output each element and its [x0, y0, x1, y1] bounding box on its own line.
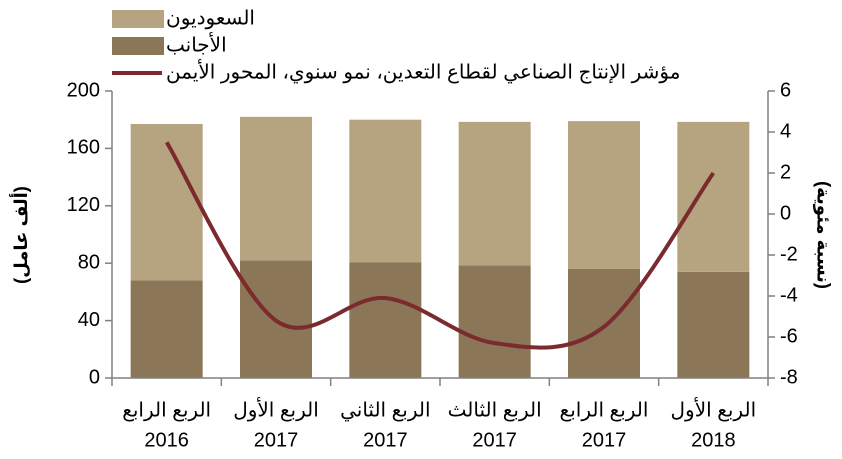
y2-tick-label: -2: [780, 243, 798, 265]
bar-segment: [568, 121, 640, 269]
y-tick-label: 80: [78, 251, 100, 273]
x-tick-label: الربع الرابع: [122, 399, 211, 421]
bar-segment: [130, 124, 203, 281]
x-tick-label: 2018: [691, 429, 736, 451]
y2-axis-label: (نسبة مئوية): [812, 181, 833, 289]
y2-tick-label: 6: [780, 79, 791, 101]
y2-tick-label: 4: [780, 120, 791, 142]
x-tick-label: 2017: [472, 429, 517, 451]
bar-segment: [677, 121, 750, 272]
y-tick-label: 120: [67, 194, 100, 216]
legend-label: الأجانب: [166, 32, 227, 56]
bar-segment: [130, 280, 203, 378]
legend-label: السعوديون: [166, 7, 255, 29]
bar-segment: [349, 119, 422, 263]
legend-swatch: [112, 10, 164, 28]
bar-segment: [568, 268, 640, 378]
bar-segment: [240, 116, 312, 261]
y-tick-label: 200: [67, 79, 100, 101]
legend-label: مؤشر الإنتاج الصناعي لقطاع التعدين، نمو …: [166, 59, 680, 84]
y2-tick-label: -6: [780, 325, 798, 347]
y2-tick-label: 0: [780, 202, 791, 224]
x-tick-label: 2017: [363, 429, 408, 451]
x-tick-label: الربع الثالث: [448, 399, 542, 421]
y-tick-label: 0: [89, 366, 100, 388]
bar-segment: [349, 262, 422, 378]
legend-swatch: [112, 37, 164, 55]
bar-segment: [677, 271, 750, 378]
x-tick-label: 2016: [144, 429, 189, 451]
x-tick-label: الربع الثاني: [340, 399, 430, 422]
y2-tick-label: -4: [780, 284, 798, 306]
x-tick-label: الربع الرابع: [560, 399, 649, 421]
bar-segment: [458, 265, 531, 378]
y2-tick-label: -8: [780, 366, 798, 388]
x-tick-label: 2017: [254, 429, 299, 451]
y-axis-label: (ألف عامل): [9, 186, 31, 284]
x-tick-label: الربع الأول: [671, 397, 757, 421]
line-series: [164, 141, 715, 350]
y2-tick-label: 2: [780, 161, 791, 183]
y-tick-label: 160: [67, 137, 100, 159]
x-tick-label: 2017: [582, 429, 627, 451]
y-tick-label: 40: [78, 309, 100, 331]
x-tick-label: الربع الأول: [233, 397, 319, 421]
bar-segment: [458, 121, 531, 266]
